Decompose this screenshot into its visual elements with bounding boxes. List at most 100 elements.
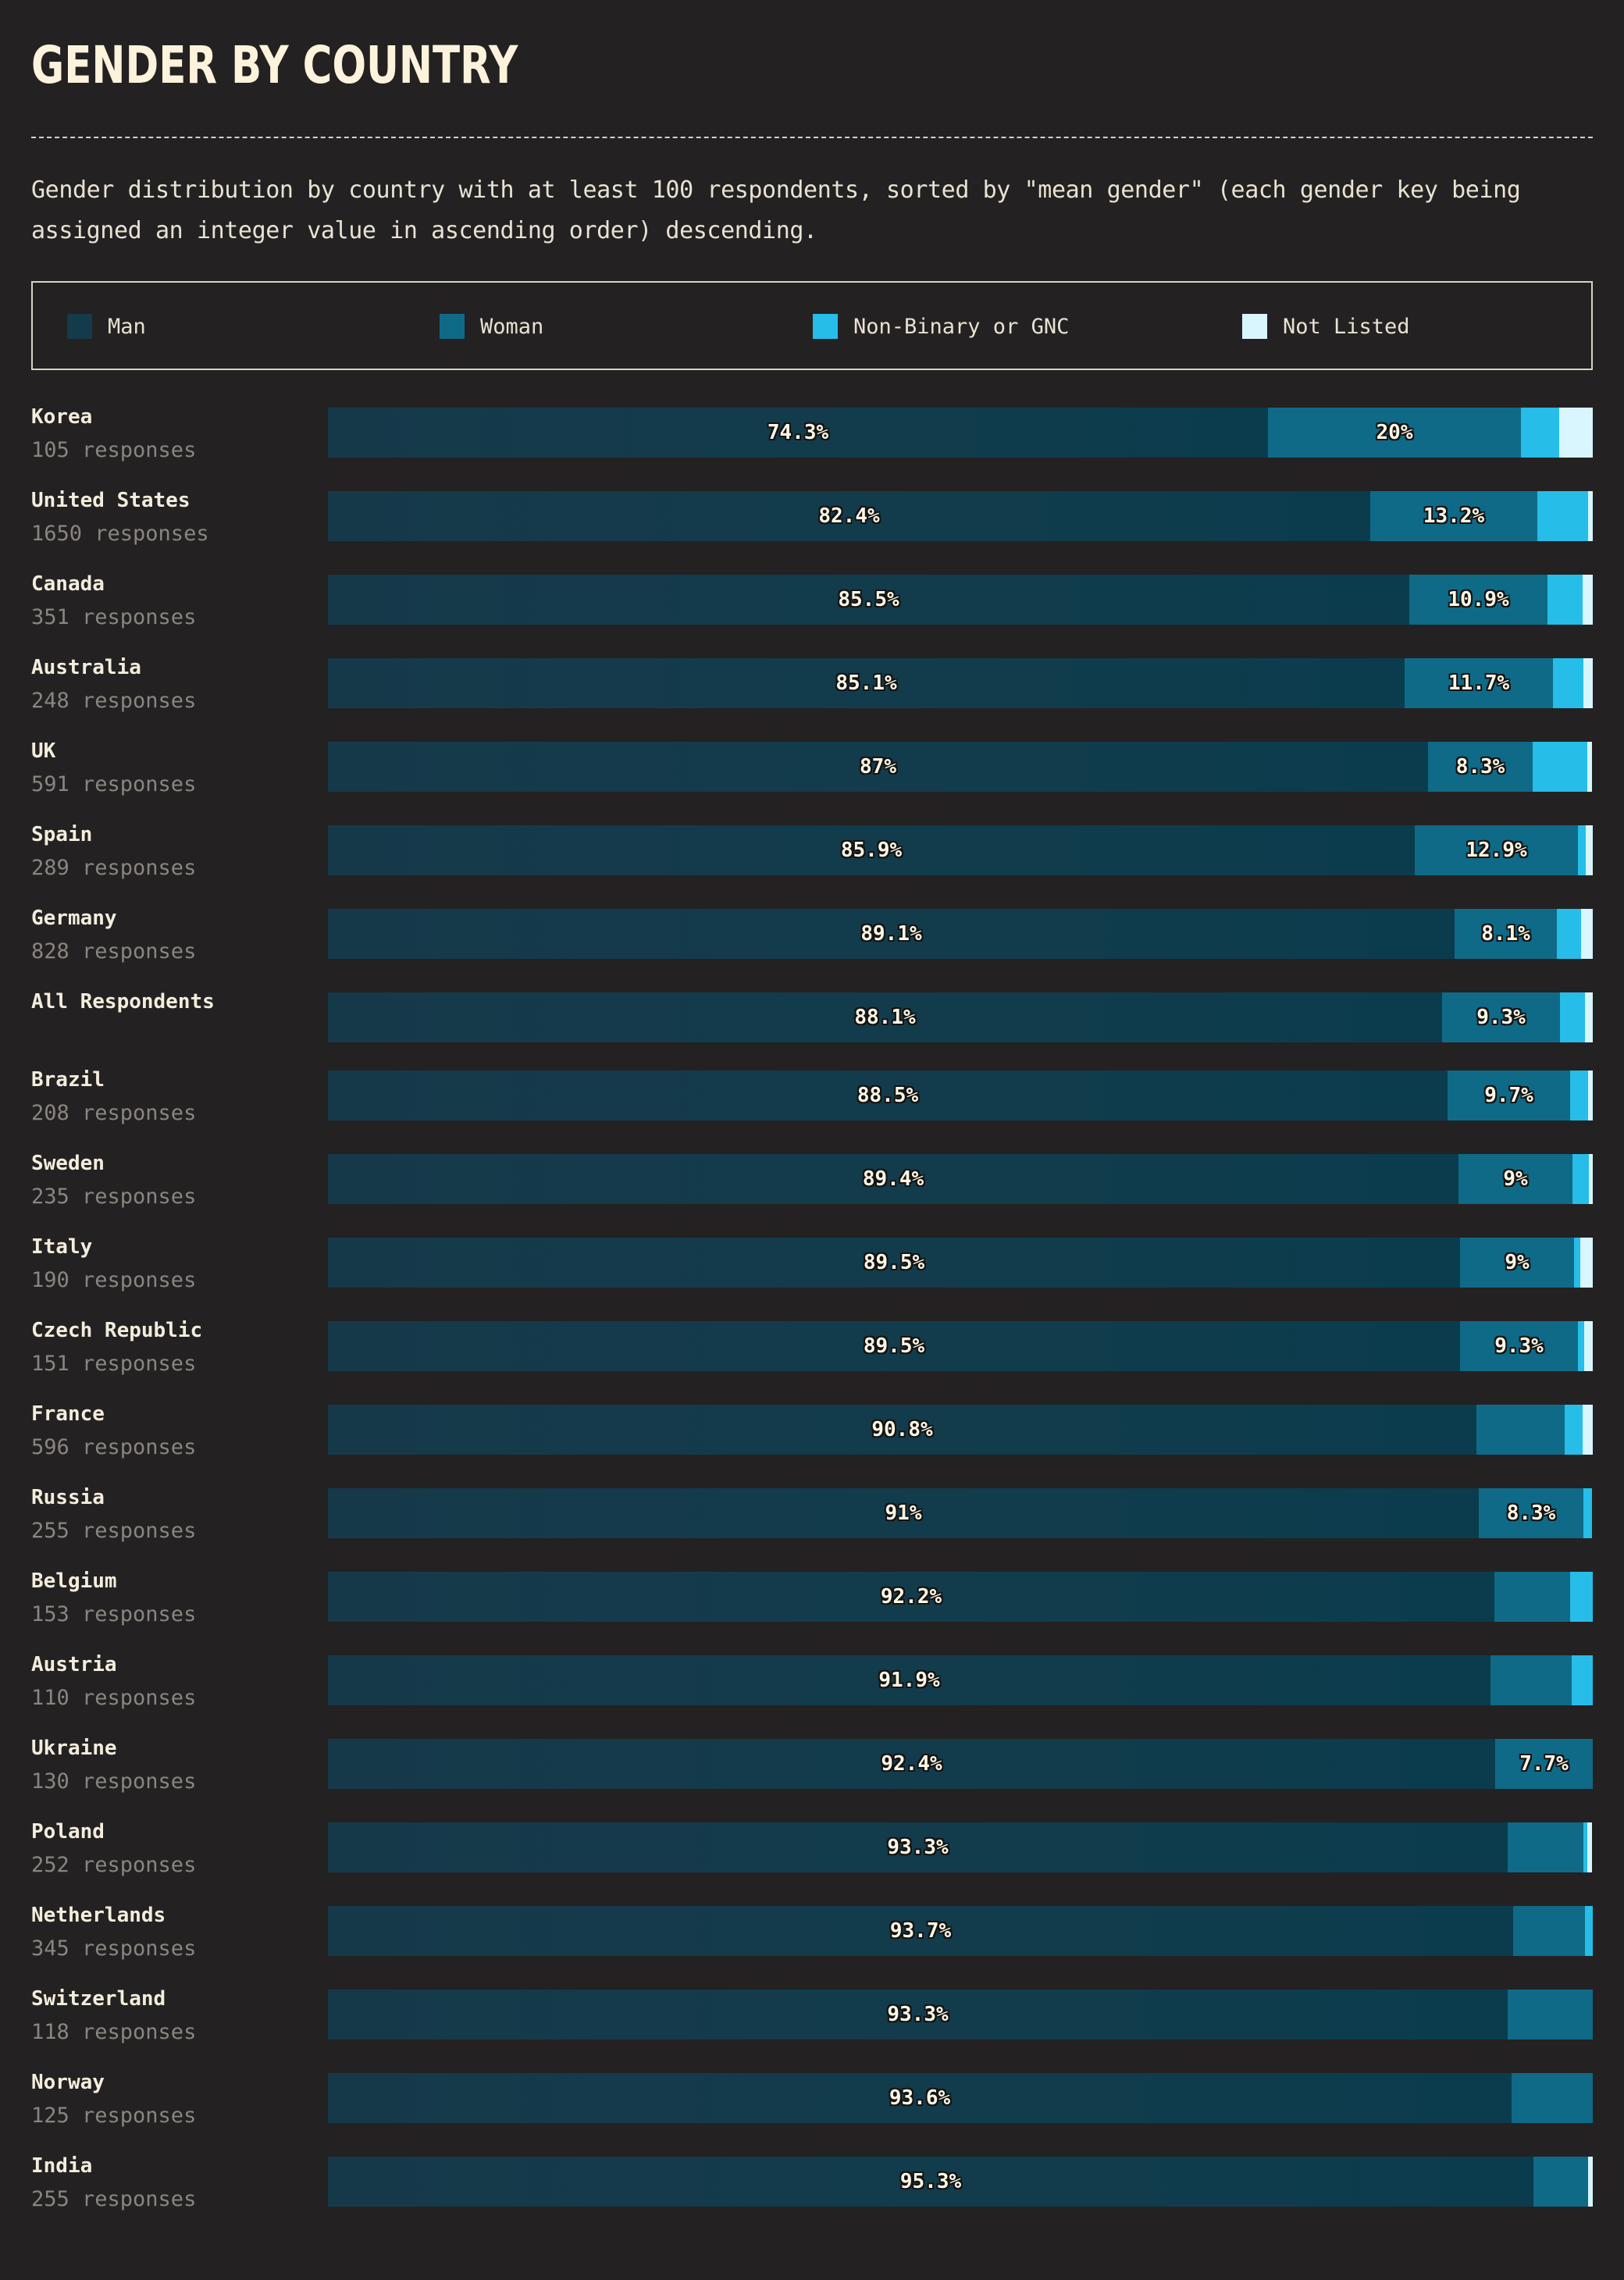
response-count: 591 responses — [31, 772, 197, 796]
stacked-bar: 91% 8.3% — [328, 1488, 1593, 1538]
response-count: 110 responses — [31, 1686, 197, 1710]
country-label: Ukraine — [31, 1737, 117, 1760]
response-count: 235 responses — [31, 1185, 197, 1209]
bar-segment-nonbinary — [1572, 1655, 1593, 1705]
stacked-bar: 93.6% — [328, 2073, 1593, 2123]
stacked-bar: 74.3% 20% — [328, 408, 1593, 458]
stacked-bar: 87% 8.3% — [328, 742, 1593, 792]
bar-segment-notlisted — [1585, 992, 1593, 1042]
country-label: Australia — [31, 656, 141, 679]
stacked-bar: 82.4% 13.2% — [328, 491, 1593, 541]
response-count: 248 responses — [31, 689, 197, 713]
bar-segment-nonbinary — [1557, 909, 1581, 959]
bar-segment-notlisted — [1559, 408, 1593, 458]
bar-segment-man: 82.4% — [328, 491, 1370, 541]
bar-value-label: 87% — [860, 755, 896, 778]
bar-segment-notlisted — [1583, 1405, 1593, 1455]
legend-item-nonbinary: Non-Binary or GNC — [813, 314, 1069, 339]
country-label: United States — [31, 489, 191, 512]
stacked-bar: 89.4% 9% — [328, 1154, 1593, 1204]
bar-segment-woman — [1494, 1572, 1570, 1622]
bar-segment-nonbinary — [1583, 1822, 1587, 1872]
bar-segment-notlisted — [1587, 742, 1592, 792]
bar-segment-nonbinary — [1565, 1405, 1583, 1455]
bar-value-label: 89.1% — [860, 922, 922, 946]
bar-value-label: 9.3% — [1494, 1334, 1544, 1358]
country-label: Austria — [31, 1653, 117, 1676]
country-label: Germany — [31, 907, 117, 930]
country-label: India — [31, 2154, 93, 2178]
bar-segment-man: 93.6% — [328, 2073, 1512, 2123]
bar-segment-woman — [1490, 1655, 1572, 1705]
response-count: 596 responses — [31, 1435, 197, 1459]
bar-segment-nonbinary — [1572, 1154, 1589, 1204]
stacked-bar: 93.3% — [328, 1822, 1593, 1872]
chart-description: Gender distribution by country with at l… — [31, 176, 1521, 244]
bar-segment-nonbinary — [1560, 992, 1585, 1042]
stacked-bar: 92.4% 7.7% — [328, 1739, 1593, 1789]
bar-segment-woman — [1476, 1405, 1565, 1455]
bar-value-label: 91% — [885, 1502, 922, 1525]
response-count: 289 responses — [31, 856, 197, 880]
bar-value-label: 20% — [1376, 421, 1413, 444]
bar-value-label: 8.1% — [1481, 922, 1530, 946]
bar-segment-nonbinary — [1578, 825, 1586, 875]
bar-segment-notlisted — [1586, 825, 1593, 875]
bar-segment-nonbinary — [1585, 1906, 1593, 1956]
bar-segment-notlisted — [1588, 491, 1593, 541]
bar-segment-notlisted — [1581, 909, 1593, 959]
country-label: Russia — [31, 1486, 105, 1509]
response-count: 125 responses — [31, 2104, 197, 2128]
bar-segment-notlisted — [1583, 658, 1593, 708]
country-label: France — [31, 1402, 105, 1426]
legend-label-woman: Woman — [480, 314, 544, 339]
bar-segment-woman: 9.3% — [1460, 1321, 1578, 1371]
bar-value-label: 89.5% — [863, 1251, 925, 1274]
stacked-bar: 90.8% — [328, 1405, 1593, 1455]
country-label: UK — [31, 739, 56, 763]
stacked-bar: 92.2% — [328, 1572, 1593, 1622]
country-label: Korea — [31, 405, 93, 429]
bar-segment-notlisted — [1580, 1238, 1593, 1288]
bar-segment-woman: 11.7% — [1405, 658, 1553, 708]
bar-value-label: 85.1% — [835, 672, 897, 695]
response-count: 255 responses — [31, 2187, 197, 2211]
bar-segment-woman — [1513, 1906, 1585, 1956]
legend-label-notlisted: Not Listed — [1283, 314, 1410, 339]
legend-swatch-notlisted — [1242, 314, 1267, 339]
bar-segment-woman: 12.9% — [1415, 825, 1578, 875]
bar-segment-man: 92.4% — [328, 1739, 1495, 1789]
stacked-bar: 85.9% 12.9% — [328, 825, 1593, 875]
bar-segment-man: 90.8% — [328, 1405, 1476, 1455]
stacked-bar: 85.5% 10.9% — [328, 575, 1593, 625]
bar-value-label: 9.3% — [1476, 1006, 1526, 1029]
bar-value-label: 9% — [1503, 1167, 1528, 1191]
bar-value-label: 8.3% — [1455, 755, 1505, 778]
bar-value-label: 92.4% — [881, 1752, 942, 1776]
bar-segment-woman: 9.3% — [1442, 992, 1560, 1042]
bar-segment-woman: 7.7% — [1495, 1739, 1593, 1789]
legend-label-nonbinary: Non-Binary or GNC — [853, 314, 1070, 339]
bar-value-label: 93.6% — [889, 2086, 951, 2110]
response-count: 190 responses — [31, 1268, 197, 1292]
response-count: 208 responses — [31, 1101, 197, 1125]
response-count: 255 responses — [31, 1519, 197, 1543]
bar-segment-man: 93.7% — [328, 1906, 1513, 1956]
bar-segment-woman: 8.3% — [1428, 742, 1533, 792]
legend: Man Woman Non-Binary or GNC Not Listed — [31, 281, 1593, 370]
country-label: Poland — [31, 1820, 105, 1844]
stacked-bar: 88.5% 9.7% — [328, 1071, 1593, 1120]
response-count: 151 responses — [31, 1352, 197, 1376]
bar-segment-woman: 13.2% — [1370, 491, 1537, 541]
bar-segment-man: 74.3% — [328, 408, 1268, 458]
bar-segment-woman: 20% — [1268, 408, 1521, 458]
country-label: Norway — [31, 2071, 105, 2094]
bar-segment-man: 89.5% — [328, 1238, 1460, 1288]
bar-value-label: 91.9% — [878, 1669, 940, 1692]
country-label: Brazil — [31, 1068, 105, 1092]
bar-segment-man: 87% — [328, 742, 1428, 792]
bar-segment-notlisted — [1584, 1321, 1593, 1371]
bar-value-label: 82.4% — [818, 504, 880, 528]
response-count: 351 responses — [31, 605, 197, 629]
stacked-bar: 93.3% — [328, 1990, 1593, 2040]
